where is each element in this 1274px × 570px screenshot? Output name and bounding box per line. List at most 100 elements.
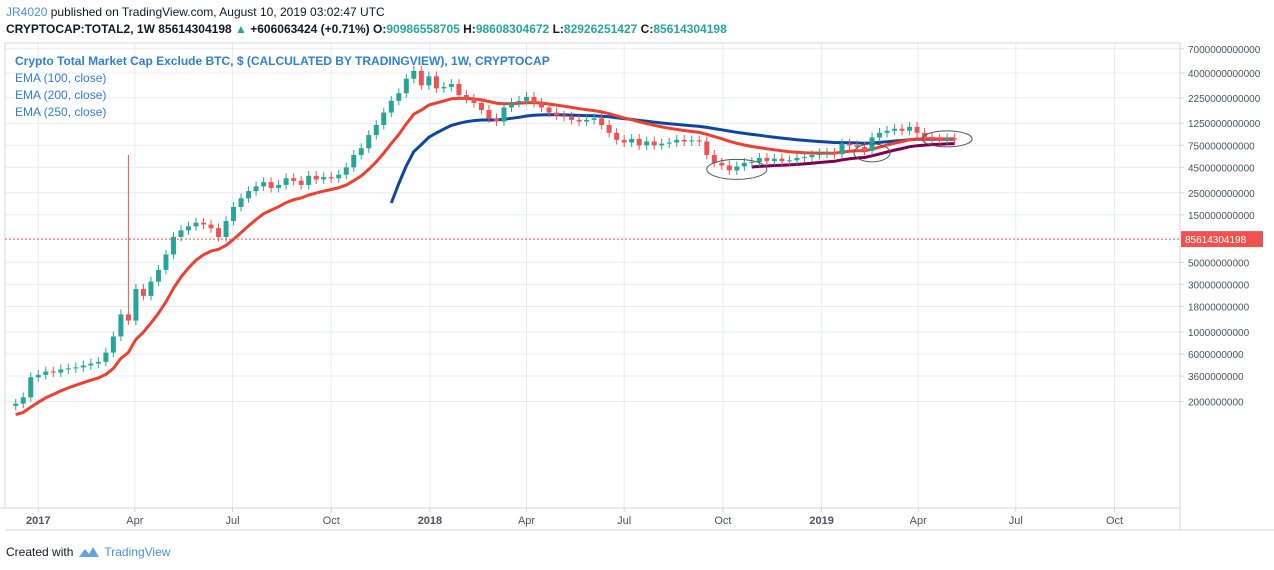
candle-body <box>929 136 935 139</box>
candle-body <box>741 162 747 167</box>
candle-body <box>170 236 176 255</box>
last-price-label: 85614304198 <box>5 231 1263 248</box>
candle-body <box>65 368 71 370</box>
candle-body <box>268 182 274 188</box>
candle-body <box>471 98 477 103</box>
candle-body <box>914 126 920 133</box>
candle-body <box>651 141 657 146</box>
candle-body <box>764 157 770 162</box>
candle-body <box>163 254 169 270</box>
annotation-ellipse <box>921 130 973 148</box>
candle-body <box>899 128 905 131</box>
y-tick-label: 6000000000 <box>1188 350 1244 361</box>
open-value: 90986558705 <box>386 22 460 36</box>
candle-body <box>411 70 417 79</box>
y-tick-label: 4000000000000 <box>1188 69 1261 80</box>
tradingview-brand[interactable]: TradingView <box>104 545 171 559</box>
candle-body <box>516 100 522 103</box>
candle-body <box>50 371 56 373</box>
candle-body <box>591 118 597 120</box>
candle-body <box>223 221 229 237</box>
publish-info: published on TradingView.com, August 10,… <box>50 5 385 19</box>
candle-body <box>433 76 439 89</box>
candle-body <box>358 148 364 155</box>
candle-body <box>118 314 124 337</box>
candle-body <box>884 130 890 133</box>
candle-body <box>666 142 672 144</box>
candle-body <box>854 145 860 148</box>
footer: Created with TradingView <box>6 545 170 559</box>
candle-body <box>396 93 402 101</box>
candle-body <box>689 140 695 142</box>
candle-body <box>944 138 950 140</box>
legend-ema-200[interactable]: EMA (200, close) <box>15 88 107 102</box>
candle-body <box>839 143 845 155</box>
candle-body <box>794 157 800 161</box>
candle-body <box>336 174 342 179</box>
candle-body <box>726 165 732 171</box>
author-name[interactable]: JR4020 <box>6 5 48 19</box>
x-tick-label: Apr <box>518 515 535 527</box>
candle-body <box>749 161 755 163</box>
annotation-ellipse <box>706 158 768 180</box>
candle-body <box>599 118 605 125</box>
candle-body <box>771 158 777 162</box>
y-tick-label: 750000000000 <box>1188 141 1255 152</box>
y-tick-label: 18000000000 <box>1188 302 1250 313</box>
candle-body <box>629 138 635 143</box>
created-with-text: Created with <box>6 545 74 559</box>
candle-body <box>546 107 552 113</box>
symbol-name: CRYPTOCAP:TOTAL2, 1W <box>6 22 155 36</box>
candle-body <box>539 102 545 108</box>
change-value: +606063424 (+0.71%) <box>250 22 370 36</box>
candle-body <box>606 124 612 133</box>
y-tick-label: 150000000000 <box>1188 211 1255 222</box>
y-tick-label: 1250000000000 <box>1188 119 1261 130</box>
y-tick-label: 250000000000 <box>1188 189 1255 200</box>
candle-body <box>28 377 34 398</box>
x-tick-label: 2018 <box>418 515 442 527</box>
legend-ema-250[interactable]: EMA (250, close) <box>15 105 107 119</box>
candle-body <box>621 139 627 143</box>
candle-body <box>824 152 830 154</box>
high-label: H: <box>463 22 476 36</box>
candle-body <box>80 365 86 368</box>
candle-body <box>846 143 852 146</box>
candle-body <box>681 139 687 142</box>
ema-250-line <box>751 142 955 169</box>
x-axis-labels: 2017 Apr Jul Oct 2018 Apr Jul Oct 2019 Apr Jul Oct <box>26 515 1123 527</box>
y-tick-label: 50000000000 <box>1188 258 1250 269</box>
legend-ema-100[interactable]: EMA (100, close) <box>15 71 107 85</box>
candle-body <box>719 162 725 166</box>
candle-body <box>95 361 101 364</box>
candle-body <box>426 76 432 86</box>
candle-body <box>531 96 537 103</box>
high-value: 98608304672 <box>475 22 550 36</box>
candle-body <box>366 135 372 149</box>
candle-body <box>779 158 785 162</box>
candle-body <box>644 141 650 146</box>
candle-body <box>178 230 184 237</box>
candle-body <box>298 180 304 185</box>
candle-body <box>524 96 530 101</box>
x-tick-label: 2017 <box>26 515 50 527</box>
x-tick-label: Jul <box>225 515 239 527</box>
candle-body <box>704 141 710 155</box>
tradingview-logo-icon[interactable] <box>78 545 100 559</box>
candle-body <box>208 224 214 229</box>
chart-grid <box>5 43 1180 508</box>
candle-body <box>246 191 252 199</box>
candle-body <box>35 374 41 378</box>
ema-250-path <box>751 142 955 169</box>
candle-body <box>636 138 642 146</box>
annotation-ellipses <box>706 130 973 180</box>
low-value: 82926251427 <box>563 22 638 36</box>
candle-body <box>809 154 815 158</box>
candle-body <box>501 107 507 122</box>
candle-body <box>148 281 154 296</box>
candle-body <box>576 119 582 122</box>
candle-body <box>734 166 740 171</box>
candle-body <box>201 222 207 225</box>
candle-body <box>614 132 620 140</box>
